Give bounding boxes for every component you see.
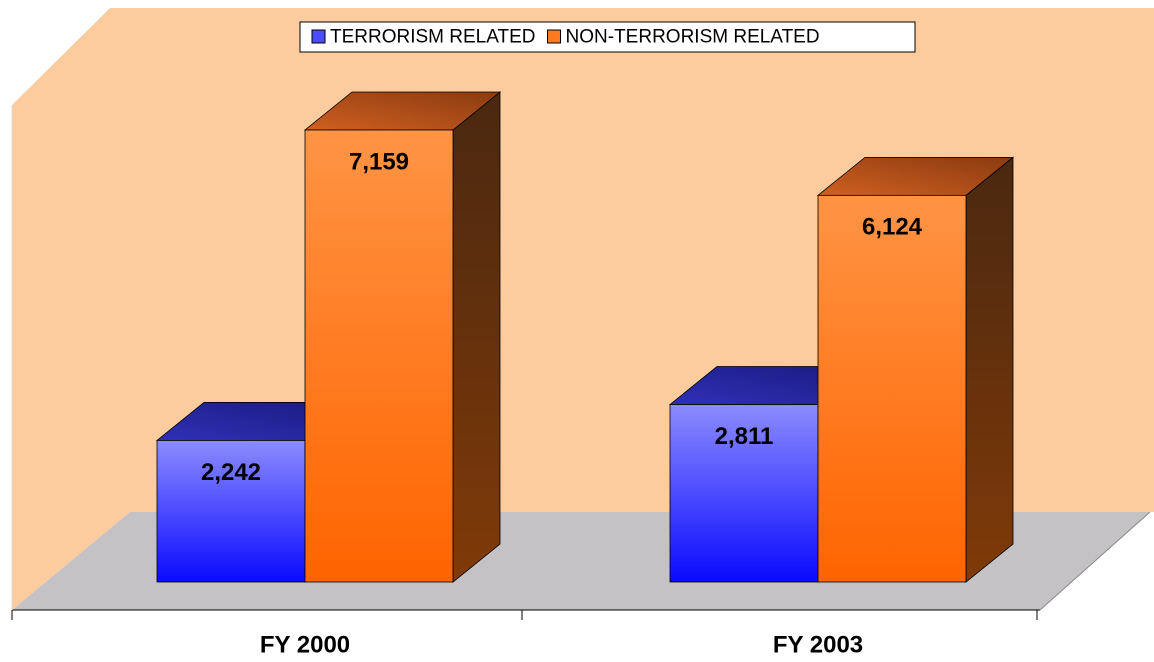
x-tick-label: FY 2000 — [260, 631, 350, 658]
value-label: 6,124 — [862, 214, 923, 241]
bar-front — [304, 129, 454, 583]
legend-items: TERRORISM RELATED NON-TERRORISM RELATED — [311, 27, 820, 48]
legend-swatch — [547, 29, 562, 44]
legend-label: TERRORISM RELATED — [330, 27, 536, 48]
plot: FY 2000 2,242 7,159 FY 2003 2,811 6,124 — [11, 91, 1038, 658]
value-label: 7,159 — [349, 148, 409, 175]
x-tick-label: FY 2003 — [773, 631, 863, 658]
legend-swatch — [311, 29, 326, 44]
bar-front — [156, 440, 306, 583]
legend-label: NON-TERRORISM RELATED — [566, 27, 820, 48]
bar-front — [817, 194, 967, 583]
value-label: 2,811 — [715, 423, 774, 450]
bar — [816, 156, 1015, 583]
value-label: 2,242 — [201, 459, 261, 486]
floor-edge — [1039, 511, 1151, 611]
bar-side — [452, 91, 501, 583]
legend — [299, 21, 916, 53]
bar — [303, 91, 502, 583]
bar-front — [669, 404, 819, 583]
bar-side — [965, 156, 1014, 583]
